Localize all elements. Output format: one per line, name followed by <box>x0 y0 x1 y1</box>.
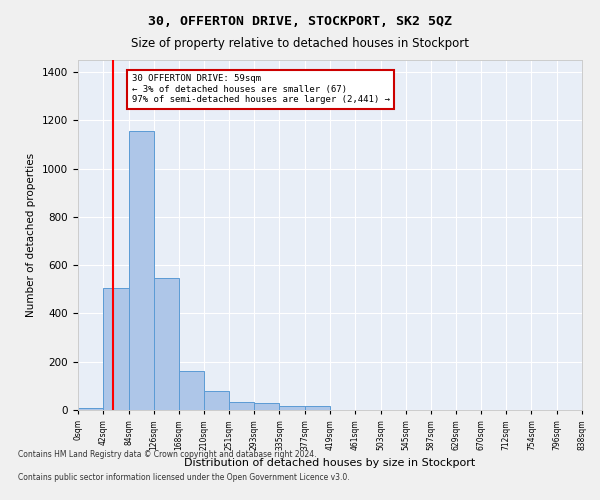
Bar <box>179 372 205 410</box>
Text: Contains public sector information licensed under the Open Government Licence v3: Contains public sector information licen… <box>18 472 350 482</box>
X-axis label: Distribution of detached houses by size in Stockport: Distribution of detached houses by size … <box>184 458 476 468</box>
Bar <box>205 390 229 410</box>
Text: 30, OFFERTON DRIVE, STOCKPORT, SK2 5QZ: 30, OFFERTON DRIVE, STOCKPORT, SK2 5QZ <box>148 15 452 28</box>
Bar <box>254 404 280 410</box>
Text: 30 OFFERTON DRIVE: 59sqm
← 3% of detached houses are smaller (67)
97% of semi-de: 30 OFFERTON DRIVE: 59sqm ← 3% of detache… <box>131 74 389 104</box>
Y-axis label: Number of detached properties: Number of detached properties <box>26 153 37 317</box>
Bar <box>154 278 179 410</box>
Text: Contains HM Land Registry data © Crown copyright and database right 2024.: Contains HM Land Registry data © Crown c… <box>18 450 317 459</box>
Bar <box>280 406 305 410</box>
Bar <box>103 288 128 410</box>
Bar <box>305 406 330 410</box>
Bar <box>128 131 154 410</box>
Bar <box>78 408 103 410</box>
Text: Size of property relative to detached houses in Stockport: Size of property relative to detached ho… <box>131 38 469 51</box>
Bar <box>229 402 254 410</box>
